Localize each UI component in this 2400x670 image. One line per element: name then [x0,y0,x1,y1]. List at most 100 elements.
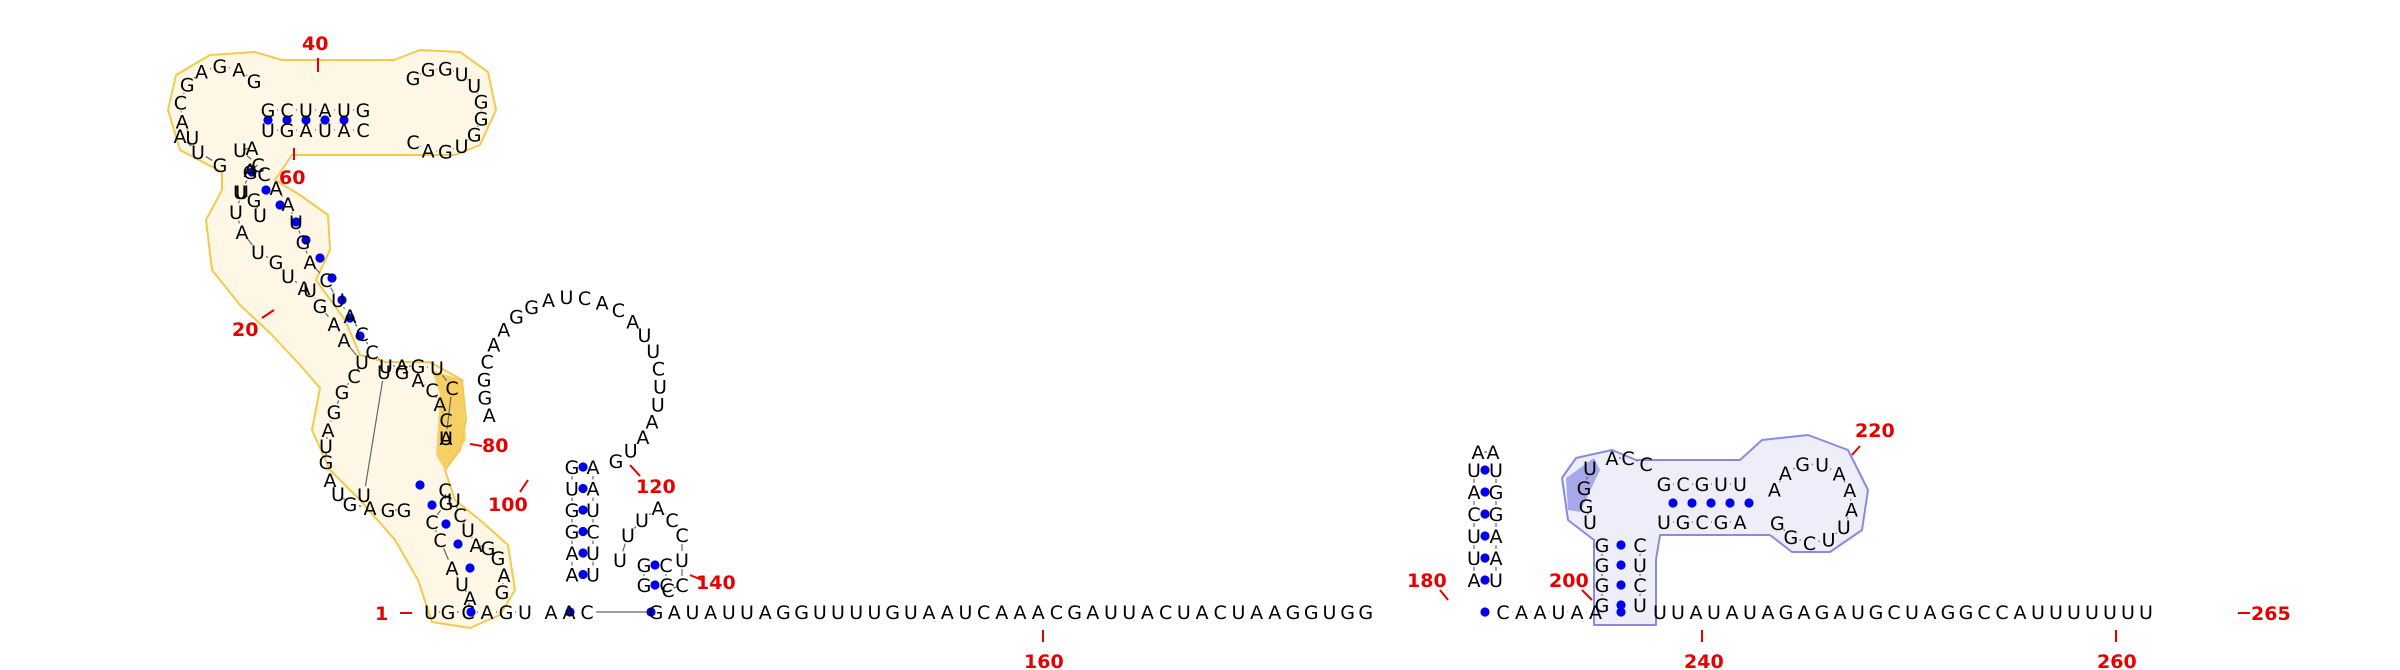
nucleotide: U [675,550,689,572]
backbone-link [441,374,448,382]
nucleotide: A [498,565,511,587]
nucleotide: G [1595,535,1610,557]
nucleotide: U [613,550,627,572]
nucleotide: G [794,602,809,624]
nucleotide: U [233,140,247,162]
nucleotide: U [185,128,199,150]
nucleotide: A [923,602,936,624]
nucleotide: A [1734,512,1747,534]
nucleotide: A [1762,602,1775,624]
nucleotide: U [1552,602,1566,624]
position-tick [519,479,529,493]
nucleotide: U [586,565,600,587]
nucleotide: U [289,212,303,234]
base-pair-dot [345,313,355,323]
nucleotide: A [470,535,483,557]
nucleotide: G [478,388,493,410]
base-pair-dot [650,580,660,590]
nucleotide: C [355,324,368,346]
nucleotide: A [1250,602,1263,624]
nucleotide: C [481,352,494,374]
base-pair-dot [578,569,588,580]
nucleotide: U [1583,458,1597,480]
nucleotide: A [646,412,659,434]
nucleotide: A [1779,463,1792,485]
base-pair-dot [1480,465,1490,475]
position-tick [1851,445,1861,456]
position-label-160: 160 [1024,651,1064,670]
backbone-link [346,382,350,386]
base-pair-dot [1687,498,1697,508]
backbone-link [333,485,335,489]
nucleotide: U [331,484,345,506]
nucleotide: C [425,512,438,534]
nucleotide: U [455,136,469,158]
nucleotide: G [313,296,328,318]
nucleotide: G [649,602,664,624]
nucleotide: C [612,300,625,322]
backbone-link [238,200,240,204]
nucleotide: U [430,358,444,380]
nucleotide: G [609,451,624,473]
nucleotide: A [246,138,259,160]
position-label-80: 80 [482,435,508,457]
nucleotide: A [1468,482,1481,504]
nucleotide: A [232,60,245,82]
nucleotide: C [251,155,264,177]
nucleotide: C [174,92,187,114]
nucleotide: C [652,358,665,380]
nucleotide: A [1487,442,1500,464]
nucleotide: U [455,64,469,86]
nucleotide: U [357,485,371,507]
nucleotide: G [885,602,900,624]
position-label-260: 260 [2097,651,2137,670]
nucleotide: U [1231,602,1245,624]
nucleotide: U [251,242,265,264]
base-pair-dot [275,200,285,210]
nucleotide: C [425,380,438,402]
backbone-link [265,255,269,259]
nucleotide: A [1589,602,1602,624]
backbone-link [298,230,301,234]
nucleotide: U [461,520,475,542]
position-label-60: 60 [279,167,305,189]
position-tick [261,309,275,319]
nucleotide: U [439,428,453,450]
nucleotide: A [270,178,283,200]
nucleotide: C [675,575,688,597]
nucleotide: A [298,278,311,300]
nucleotide: U [447,490,461,512]
nucleotide: C [1633,575,1646,597]
nucleotide: A [1924,602,1937,624]
base-pair-dot [427,500,437,510]
nucleotide: U [233,182,247,204]
nucleotide: G [1784,527,1799,549]
nucleotide: A [174,126,187,148]
nucleotide: U [586,543,600,565]
base-pair-dot [1668,498,1678,508]
base-pair-dot [650,560,660,570]
base-pair-dot [1480,607,1490,617]
nucleotide: G [247,71,262,93]
nucleotide: G [438,142,453,164]
base-pair-dot [441,519,451,529]
nucleotide: U [646,341,660,363]
backbone-link [205,156,213,161]
backbone-link [1843,480,1846,483]
backbone-link [280,194,284,198]
nucleotide: G [280,120,295,142]
base-pairs [247,115,1754,617]
backbone-link [365,341,369,345]
nucleotide: U [653,376,667,398]
backbone-link [1778,480,1781,483]
backbone-link [1783,529,1786,531]
nucleotide: U [379,356,393,378]
nucleotide: A [542,290,555,312]
nucleotide: C [461,602,474,624]
nucleotide: U [1837,517,1851,539]
nucleotide: G [327,402,342,424]
backbone-link [1829,468,1832,470]
nucleotide: A [1845,499,1858,521]
backbone-link [1846,517,1849,520]
backbone-link [325,312,329,318]
